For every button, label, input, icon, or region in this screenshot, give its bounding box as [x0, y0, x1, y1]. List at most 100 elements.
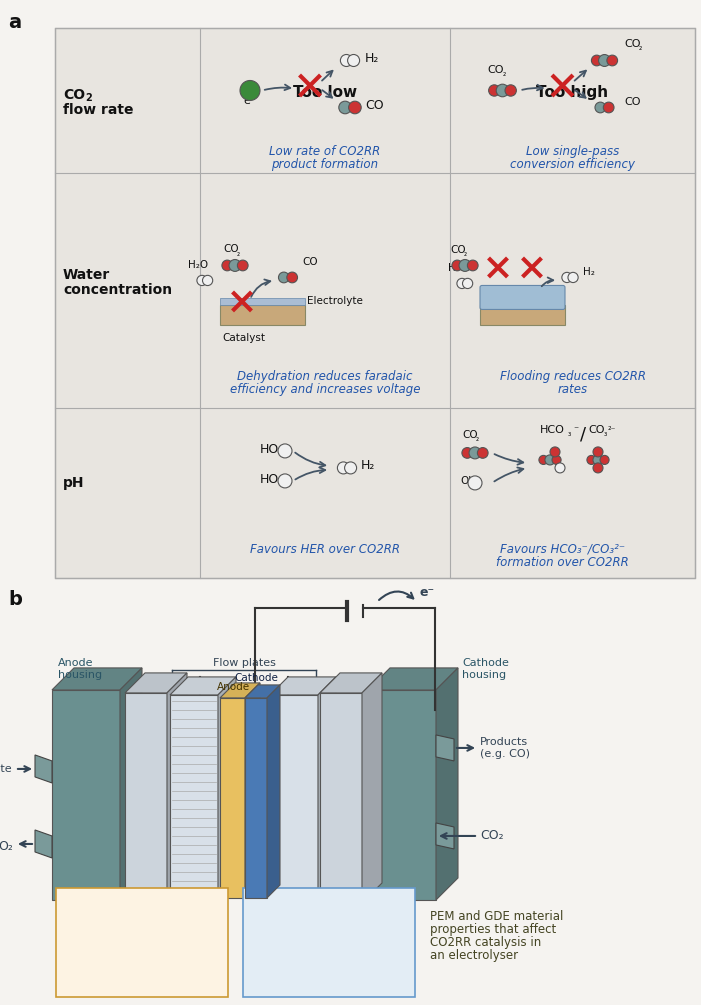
Text: flow rate: flow rate — [63, 104, 133, 118]
Text: Low rate of CO2RR: Low rate of CO2RR — [269, 145, 381, 158]
Text: • Water uptake: • Water uptake — [65, 973, 150, 983]
Text: CO: CO — [462, 430, 477, 440]
Circle shape — [238, 260, 248, 270]
Text: rates: rates — [557, 383, 587, 396]
Circle shape — [539, 455, 548, 464]
Text: GDE: GDE — [252, 893, 281, 906]
Circle shape — [468, 260, 478, 270]
Text: ₃: ₃ — [568, 429, 571, 438]
Text: concentration: concentration — [63, 283, 172, 297]
Text: H₂: H₂ — [365, 52, 379, 65]
Circle shape — [468, 476, 482, 489]
Polygon shape — [245, 697, 267, 898]
Circle shape — [287, 272, 297, 282]
Polygon shape — [436, 668, 458, 899]
Text: CO: CO — [625, 39, 641, 49]
Text: HO: HO — [260, 443, 279, 456]
Polygon shape — [170, 694, 218, 899]
Circle shape — [545, 455, 555, 465]
Circle shape — [568, 272, 578, 282]
Text: • Polymeric backbone: • Polymeric backbone — [65, 922, 187, 932]
Polygon shape — [125, 673, 187, 692]
Polygon shape — [320, 692, 362, 902]
Polygon shape — [170, 677, 236, 694]
Text: Flow plates: Flow plates — [212, 658, 275, 668]
Polygon shape — [320, 673, 382, 692]
Circle shape — [197, 275, 207, 285]
Text: O₂: O₂ — [0, 840, 13, 853]
Text: /: / — [580, 426, 586, 444]
Text: H₂O: H₂O — [448, 263, 468, 273]
Circle shape — [550, 447, 560, 457]
Circle shape — [339, 102, 351, 114]
Circle shape — [278, 444, 292, 458]
Polygon shape — [35, 830, 52, 858]
Text: CO: CO — [487, 65, 504, 75]
Polygon shape — [245, 685, 280, 697]
Circle shape — [496, 84, 509, 96]
Text: • Morphology: • Morphology — [252, 904, 327, 915]
Text: H₂O: H₂O — [188, 260, 208, 270]
Polygon shape — [52, 689, 120, 899]
Circle shape — [459, 259, 471, 271]
Circle shape — [452, 260, 463, 270]
Text: • Hydrophobicity: • Hydrophobicity — [252, 973, 346, 983]
Text: Electrolyte: Electrolyte — [0, 764, 13, 774]
Text: HO: HO — [260, 473, 279, 485]
Circle shape — [278, 272, 290, 282]
Polygon shape — [35, 755, 52, 783]
Circle shape — [222, 260, 233, 270]
Bar — [480, 306, 565, 326]
Text: Anode
housing: Anode housing — [58, 658, 102, 680]
Text: CO: CO — [223, 244, 238, 254]
Text: ₂: ₂ — [503, 69, 505, 78]
Polygon shape — [120, 668, 142, 899]
Circle shape — [562, 272, 572, 282]
Circle shape — [463, 278, 472, 288]
Circle shape — [341, 54, 353, 66]
Circle shape — [348, 102, 361, 114]
FancyBboxPatch shape — [56, 888, 228, 997]
Text: product formation: product formation — [271, 158, 379, 171]
Text: Cathode
housing: Cathode housing — [462, 658, 509, 680]
Circle shape — [604, 103, 614, 113]
Text: Cathode: Cathode — [234, 673, 278, 683]
Circle shape — [477, 447, 488, 458]
Text: Too high: Too high — [536, 85, 608, 99]
Circle shape — [203, 275, 212, 285]
Circle shape — [599, 54, 611, 66]
Text: • Composition: • Composition — [252, 922, 332, 932]
Text: ⁻: ⁻ — [573, 425, 578, 435]
Text: CO2RR catalysis in: CO2RR catalysis in — [430, 936, 541, 949]
Circle shape — [552, 455, 561, 464]
Circle shape — [337, 462, 349, 474]
Text: • Thickness: • Thickness — [252, 956, 317, 966]
Text: CO: CO — [625, 97, 641, 108]
Text: properties that affect: properties that affect — [430, 923, 557, 936]
Text: H₂: H₂ — [583, 267, 595, 277]
Circle shape — [593, 463, 603, 473]
Polygon shape — [270, 677, 336, 694]
Text: Low single-pass: Low single-pass — [526, 145, 619, 158]
Text: e⁻: e⁻ — [244, 96, 257, 107]
Circle shape — [462, 447, 472, 458]
Text: efficiency and increases voltage: efficiency and increases voltage — [230, 383, 421, 396]
Polygon shape — [267, 685, 280, 898]
Circle shape — [348, 54, 360, 66]
Circle shape — [555, 463, 565, 473]
Text: ₂: ₂ — [237, 249, 240, 258]
Circle shape — [592, 55, 602, 66]
Text: 2: 2 — [85, 93, 92, 104]
Circle shape — [240, 80, 260, 101]
Text: Too low: Too low — [293, 85, 357, 99]
Circle shape — [595, 103, 606, 113]
Circle shape — [587, 455, 596, 464]
Text: conversion efficiency: conversion efficiency — [510, 158, 635, 171]
Polygon shape — [318, 677, 336, 899]
Circle shape — [489, 84, 500, 96]
Bar — [220, 298, 305, 306]
Text: Water: Water — [63, 268, 110, 282]
Polygon shape — [220, 683, 260, 697]
Circle shape — [278, 474, 292, 487]
Circle shape — [469, 447, 481, 459]
